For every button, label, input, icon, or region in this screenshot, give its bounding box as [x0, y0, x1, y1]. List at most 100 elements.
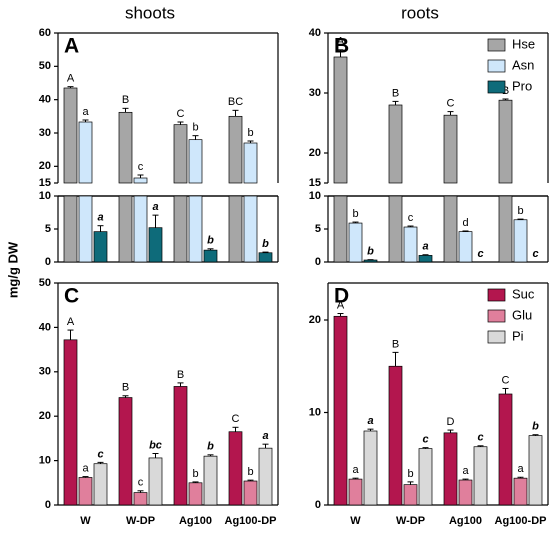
bar — [443, 432, 458, 506]
bar — [333, 56, 348, 184]
significance-letter: c — [477, 432, 483, 444]
bar — [363, 430, 378, 506]
y-tick-label: 20 — [39, 410, 51, 422]
panel-label: C — [64, 285, 79, 308]
y-tick-label: 10 — [309, 406, 321, 418]
x-tick-label: W-DP — [126, 515, 155, 527]
bar — [93, 463, 108, 506]
y-tick-label: 30 — [39, 366, 51, 378]
y-tick-label: 15 — [39, 177, 51, 189]
y-tick-label: 20 — [309, 147, 321, 159]
bar — [458, 231, 473, 263]
column-title: roots — [401, 3, 439, 22]
significance-letter: B — [177, 369, 184, 381]
y-tick-label: 20 — [39, 160, 51, 172]
bar — [258, 252, 273, 263]
significance-letter: a — [422, 241, 428, 253]
x-tick-label: Ag100-DP — [495, 515, 547, 527]
bar — [173, 386, 188, 506]
y-tick-label: 30 — [39, 127, 51, 139]
x-tick-label: Ag100 — [179, 515, 212, 527]
y-tick-label: 15 — [309, 177, 321, 189]
bar — [133, 195, 148, 263]
significance-letter: c — [138, 161, 144, 173]
significance-letter: c — [97, 448, 103, 460]
legend-label: Hse — [512, 36, 535, 51]
bar — [228, 115, 243, 184]
significance-letter: a — [352, 464, 359, 476]
legend-label: Pi — [512, 328, 524, 343]
significance-letter: a — [82, 462, 89, 474]
x-tick-label: Ag100-DP — [225, 515, 277, 527]
bar — [243, 480, 258, 506]
legend-swatch — [487, 288, 506, 302]
significance-letter: C — [232, 413, 240, 425]
y-tick-label: 5 — [45, 223, 51, 235]
bar — [458, 479, 473, 506]
significance-letter: B — [392, 338, 399, 350]
bar — [403, 484, 418, 506]
bar — [513, 477, 528, 506]
bar — [133, 492, 148, 506]
bar — [363, 259, 378, 263]
bar — [443, 114, 458, 184]
significance-letter: A — [67, 316, 75, 328]
significance-letter: B — [392, 87, 399, 99]
bar — [203, 249, 218, 263]
y-tick-label: 50 — [39, 60, 51, 72]
significance-letter: c — [532, 248, 538, 260]
bar — [78, 477, 93, 506]
bar — [188, 195, 203, 263]
bar — [388, 365, 403, 506]
significance-letter: b — [192, 122, 198, 134]
legend-swatch — [487, 309, 506, 323]
significance-letter: A — [337, 36, 345, 48]
bar — [243, 195, 258, 263]
bar — [528, 435, 543, 506]
significance-letter: a — [82, 106, 89, 118]
panel-label: A — [64, 35, 79, 58]
bar — [348, 478, 363, 506]
bar — [78, 121, 93, 184]
significance-letter: a — [262, 430, 268, 442]
y-tick-label: 50 — [39, 277, 51, 289]
significance-letter: C — [502, 374, 510, 386]
significance-letter: b — [367, 246, 374, 258]
significance-letter: b — [207, 441, 214, 453]
column-title: shoots — [125, 3, 175, 22]
significance-letter: d — [462, 217, 468, 229]
y-tick-label: 0 — [315, 256, 321, 268]
y-tick-label: 40 — [309, 27, 321, 39]
bar — [148, 227, 163, 263]
significance-letter: C — [177, 108, 185, 120]
bar — [173, 195, 188, 263]
significance-letter: BC — [228, 96, 243, 108]
y-tick-label: 40 — [39, 94, 51, 106]
significance-letter: c — [408, 212, 414, 224]
bar — [473, 446, 488, 506]
bar — [118, 195, 133, 263]
bar — [258, 447, 273, 506]
significance-letter: bc — [149, 439, 162, 451]
bar — [418, 448, 433, 506]
bar — [228, 195, 243, 263]
bar — [133, 177, 148, 184]
significance-letter: B — [122, 382, 129, 394]
significance-letter: b — [352, 208, 358, 220]
bar — [243, 142, 258, 184]
legend-label: Pro — [512, 78, 532, 93]
y-tick-label: 5 — [315, 223, 321, 235]
bar — [63, 195, 78, 263]
legend-swatch — [487, 330, 506, 344]
significance-letter: b — [532, 421, 539, 433]
significance-letter: b — [247, 127, 253, 139]
y-tick-label: 0 — [315, 499, 321, 511]
significance-letter: a — [462, 465, 469, 477]
bar — [188, 482, 203, 506]
legend-label: Glu — [512, 307, 532, 322]
bar — [498, 393, 513, 506]
bar — [333, 315, 348, 506]
bar — [403, 226, 418, 263]
significance-letter: b — [407, 468, 413, 480]
significance-letter: A — [67, 73, 75, 85]
